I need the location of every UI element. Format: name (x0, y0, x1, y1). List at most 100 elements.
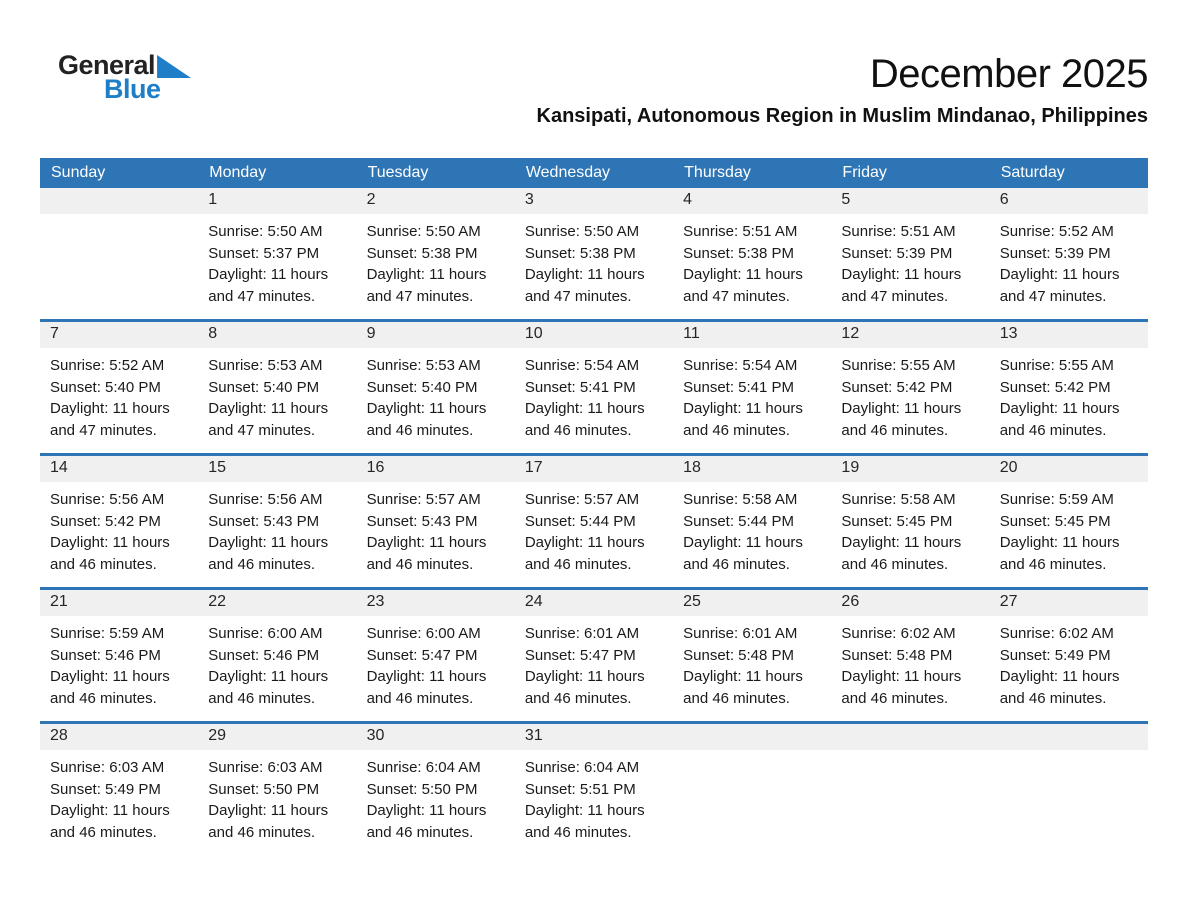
sunrise-text: Sunrise: 5:59 AM (50, 625, 165, 642)
daylight-text-line2: and 46 minutes. (208, 689, 316, 707)
sunrise-text: Sunrise: 5:52 AM (50, 357, 165, 374)
day-number: 21 (40, 590, 199, 616)
day-cell: Sunrise: 6:01 AM Sunset: 5:47 PM Daylight:… (515, 616, 673, 721)
page-title: December 2025 (869, 52, 1149, 96)
daylight-text-line2: and 46 minutes. (366, 555, 474, 573)
sunrise-text: Sunrise: 6:00 AM (208, 625, 323, 642)
week-row: 14 15 16 17 18 19 20 Sunrise: 5:56 AM Sunset: 5:… (40, 453, 1148, 587)
day-cell: Sunrise: 5:57 AM Sunset: 5:44 PM Daylight:… (515, 482, 673, 587)
daylight-text-line2: and 46 minutes. (999, 689, 1107, 707)
sunset-text: Sunset: 5:39 PM (841, 244, 953, 262)
daylight-text-line2: and 47 minutes. (524, 287, 632, 305)
daylight-text-line2: and 46 minutes. (999, 555, 1107, 573)
sunrise-text: Sunrise: 5:51 AM (841, 223, 956, 240)
day-number: 18 (673, 456, 832, 482)
week-row: 21 22 23 24 25 26 27 Sunrise: 5:59 AM Sunset: 5:… (40, 587, 1148, 721)
empty-day-cell (990, 750, 1148, 855)
day-cell: Sunrise: 5:54 AM Sunset: 5:41 PM Daylight:… (673, 348, 831, 453)
day-number: 3 (514, 188, 674, 214)
daylight-text-line2: and 46 minutes. (841, 555, 949, 573)
sunset-text: Sunset: 5:51 PM (524, 780, 636, 798)
daylight-text-line1: Daylight: 11 hours (841, 400, 962, 417)
day-cell: Sunrise: 5:56 AM Sunset: 5:42 PM Daylight:… (40, 482, 198, 587)
day-number-band: 14 15 16 17 18 19 20 (40, 456, 1148, 482)
daylight-text-line1: Daylight: 11 hours (50, 534, 170, 551)
sunset-text: Sunset: 5:49 PM (50, 780, 161, 798)
sunset-text: Sunset: 5:46 PM (50, 646, 161, 664)
daylight-text-line1: Daylight: 11 hours (999, 534, 1120, 551)
sunset-text: Sunset: 5:47 PM (366, 646, 478, 664)
sunrise-text: Sunrise: 6:03 AM (50, 759, 165, 776)
day-cell: Sunrise: 5:53 AM Sunset: 5:40 PM Daylight:… (198, 348, 356, 453)
day-number: 2 (356, 188, 515, 214)
day-cell: Sunrise: 6:00 AM Sunset: 5:46 PM Daylight:… (198, 616, 356, 721)
day-number: 12 (831, 322, 990, 348)
daylight-text-line2: and 46 minutes. (524, 823, 632, 841)
logo-general-text: General (58, 50, 156, 80)
daylight-text-line2: and 47 minutes. (683, 287, 790, 305)
sunrise-text: Sunrise: 6:01 AM (524, 625, 640, 642)
sunset-text: Sunset: 5:37 PM (208, 244, 320, 262)
sunset-text: Sunset: 5:42 PM (999, 378, 1111, 396)
sunrise-text: Sunrise: 5:57 AM (524, 491, 640, 508)
sunrise-text: Sunrise: 6:01 AM (683, 625, 798, 642)
day-cell: Sunrise: 5:51 AM Sunset: 5:39 PM Daylight:… (831, 214, 989, 319)
sunrise-text: Sunrise: 5:59 AM (999, 491, 1114, 508)
calendar-table: Sunday Monday Tuesday Wednesday Thursday… (40, 158, 1148, 855)
day-number: 14 (40, 456, 199, 482)
daylight-text-line1: Daylight: 11 hours (366, 802, 487, 819)
weekday-header-friday: Friday (842, 164, 887, 181)
empty-day-cell (831, 750, 989, 855)
day-cell: Sunrise: 6:02 AM Sunset: 5:49 PM Daylight:… (990, 616, 1148, 721)
day-number: 30 (356, 724, 515, 750)
daylight-text-line2: and 47 minutes. (50, 421, 157, 439)
weekday-header-tuesday: Tuesday (367, 164, 429, 181)
daylight-text-line1: Daylight: 11 hours (524, 534, 645, 551)
daylight-text-line2: and 46 minutes. (50, 689, 157, 707)
day-number: 29 (198, 724, 357, 750)
sunrise-text: Sunrise: 5:56 AM (50, 491, 165, 508)
sunset-text: Sunset: 5:43 PM (208, 512, 320, 530)
page-subtitle: Kansipati, Autonomous Region in Muslim M… (536, 105, 1149, 127)
sunset-text: Sunset: 5:43 PM (366, 512, 478, 530)
day-info-band: Sunrise: 5:50 AM Sunset: 5:37 PM Daylight:… (40, 214, 1148, 319)
sunset-text: Sunset: 5:47 PM (524, 646, 636, 664)
empty-day-number (831, 724, 990, 750)
daylight-text-line1: Daylight: 11 hours (366, 668, 487, 685)
sunset-text: Sunset: 5:45 PM (841, 512, 953, 530)
daylight-text-line2: and 47 minutes. (208, 421, 316, 439)
sunset-text: Sunset: 5:38 PM (366, 244, 478, 262)
sunset-text: Sunset: 5:39 PM (999, 244, 1111, 262)
daylight-text-line1: Daylight: 11 hours (366, 534, 487, 551)
daylight-text-line2: and 47 minutes. (366, 287, 474, 305)
calendar-weeks: 1 2 3 4 5 6 Sunrise: 5:50 AM Sunset: 5:37 PM Day… (40, 188, 1148, 855)
sunrise-text: Sunrise: 5:58 AM (683, 491, 798, 508)
sunrise-text: Sunrise: 6:04 AM (366, 759, 481, 776)
day-cell: Sunrise: 5:53 AM Sunset: 5:40 PM Daylight:… (357, 348, 515, 453)
daylight-text-line1: Daylight: 11 hours (841, 668, 962, 685)
daylight-text-line1: Daylight: 11 hours (208, 668, 329, 685)
day-number: 1 (198, 188, 357, 214)
day-cell: Sunrise: 5:50 AM Sunset: 5:38 PM Daylight:… (357, 214, 515, 319)
daylight-text-line2: and 46 minutes. (524, 555, 632, 573)
day-number: 22 (198, 590, 357, 616)
daylight-text-line1: Daylight: 11 hours (683, 534, 803, 551)
day-cell: Sunrise: 5:57 AM Sunset: 5:43 PM Daylight:… (357, 482, 515, 587)
daylight-text-line1: Daylight: 11 hours (999, 668, 1120, 685)
daylight-text-line2: and 46 minutes. (524, 689, 632, 707)
daylight-text-line2: and 47 minutes. (208, 287, 316, 305)
daylight-text-line1: Daylight: 11 hours (683, 266, 803, 283)
day-cell: Sunrise: 5:55 AM Sunset: 5:42 PM Daylight:… (831, 348, 989, 453)
sunrise-text: Sunrise: 5:50 AM (208, 223, 323, 240)
day-cell: Sunrise: 5:58 AM Sunset: 5:45 PM Daylight:… (831, 482, 989, 587)
day-cell: Sunrise: 6:04 AM Sunset: 5:51 PM Daylight:… (515, 750, 673, 855)
day-number: 4 (673, 188, 832, 214)
empty-day-number (989, 724, 1148, 750)
day-info-band: Sunrise: 6:03 AM Sunset: 5:49 PM Daylight:… (40, 750, 1148, 855)
day-number: 6 (989, 188, 1148, 214)
sunrise-text: Sunrise: 6:02 AM (841, 625, 956, 642)
sunrise-text: Sunrise: 5:57 AM (366, 491, 481, 508)
sunrise-text: Sunrise: 5:55 AM (999, 357, 1114, 374)
day-cell: Sunrise: 6:02 AM Sunset: 5:48 PM Daylight:… (831, 616, 989, 721)
daylight-text-line2: and 46 minutes. (683, 421, 790, 439)
